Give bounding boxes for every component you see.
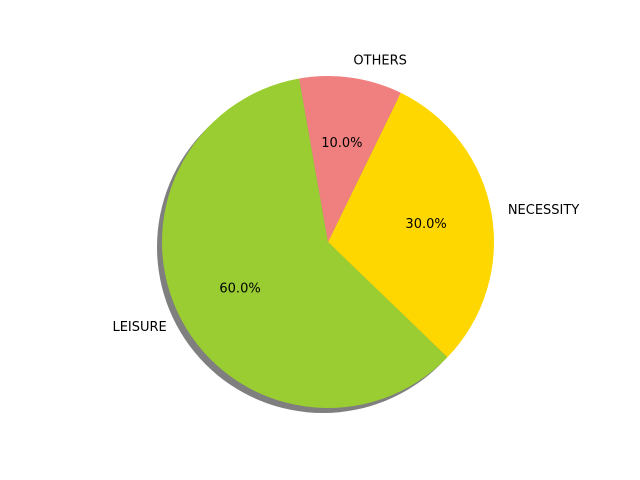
pie-labels: 60.0% LEISURE 30.0% NECESSITY 10.0% OTHERS — [112, 54, 579, 336]
pie-slices — [161, 75, 494, 408]
pie-slice-necessity — [328, 92, 494, 358]
pie-slice-others — [299, 75, 401, 242]
slice-label-others: OTHERS — [353, 54, 406, 69]
pct-label-others: 10.0% — [321, 136, 362, 151]
pct-label-leisure: 60.0% — [219, 281, 260, 296]
slice-label-leisure: LEISURE — [112, 320, 166, 335]
slice-label-necessity: NECESSITY — [508, 203, 580, 218]
pct-label-necessity: 30.0% — [405, 217, 446, 232]
pie-slice-leisure — [161, 78, 448, 408]
